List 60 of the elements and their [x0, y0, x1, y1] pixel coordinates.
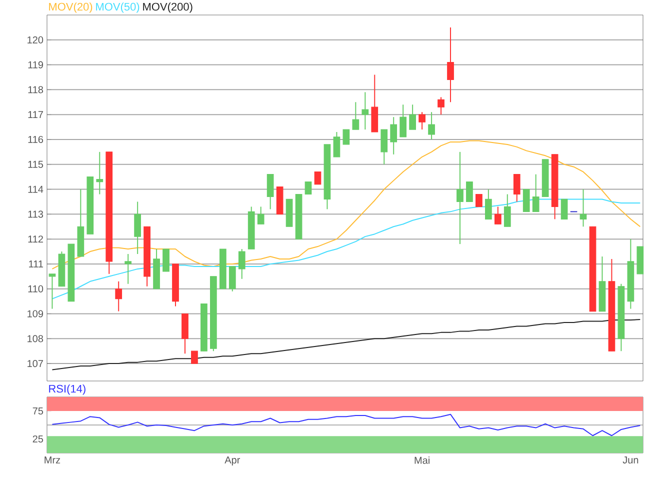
candlestick	[48, 273, 56, 310]
y-tick-label: 117	[28, 111, 43, 118]
y-tick-label: 118	[28, 86, 44, 94]
candlestick	[438, 96, 444, 116]
candlestick	[304, 182, 312, 195]
y-tick-label: 25	[32, 435, 44, 443]
candlestick	[333, 132, 340, 158]
candlestick	[400, 104, 407, 138]
y-tick-label: 110	[28, 285, 44, 292]
candlestick	[257, 206, 264, 225]
candlestick	[162, 248, 170, 272]
candlestick	[134, 201, 141, 255]
candlestick	[266, 174, 274, 210]
y-tick-label: 108	[28, 335, 44, 342]
y-tick-label: 111	[29, 260, 43, 268]
y-tick-label: 119	[28, 61, 44, 68]
candlestick	[191, 350, 198, 364]
y-tick-label: 75	[32, 407, 44, 414]
y-tick-label: 109	[28, 310, 44, 318]
candlestick	[380, 129, 388, 165]
candlestick	[580, 188, 587, 228]
text: MOV(200)	[143, 2, 192, 13]
x-tick-label: Mrz	[44, 456, 60, 464]
candlestick	[352, 102, 360, 130]
y-tick-label: 113	[28, 210, 44, 218]
candlestick	[409, 104, 416, 130]
text: MOV(50)	[96, 2, 140, 13]
candlestick	[96, 151, 104, 195]
text: RSI(14)	[49, 384, 86, 395]
candlestick	[314, 172, 322, 185]
candlestick	[238, 248, 246, 280]
candlestick	[124, 254, 132, 284]
candlestick	[115, 280, 122, 312]
candlestick	[390, 116, 398, 155]
candlestick	[456, 151, 464, 245]
candlestick	[476, 194, 482, 207]
candlestick	[504, 194, 511, 228]
x-tick-label: Jun	[622, 456, 638, 464]
y-tick-label: 116	[28, 136, 44, 144]
candlestick	[428, 112, 435, 140]
text: MOV(20)	[49, 2, 92, 13]
x-tick-label: Mai	[414, 456, 430, 464]
candlestick	[532, 174, 540, 212]
candlestick	[522, 188, 530, 212]
candlestick	[560, 198, 568, 220]
x-tick-label: Apr	[224, 456, 240, 466]
candlestick	[362, 92, 369, 130]
candlestick	[228, 266, 236, 292]
candlestick	[494, 206, 502, 225]
candlestick	[342, 129, 350, 145]
y-tick-label: 114	[28, 186, 44, 193]
candlestick	[466, 182, 473, 202]
candlestick	[513, 174, 520, 202]
candlestick	[418, 112, 426, 130]
candlestick	[447, 26, 454, 103]
y-tick-label: 112	[28, 236, 43, 243]
y-tick-label: 107	[28, 360, 43, 368]
y-tick-label: 115	[28, 160, 44, 168]
candlestick	[485, 188, 492, 220]
y-tick-label: 120	[28, 36, 44, 44]
